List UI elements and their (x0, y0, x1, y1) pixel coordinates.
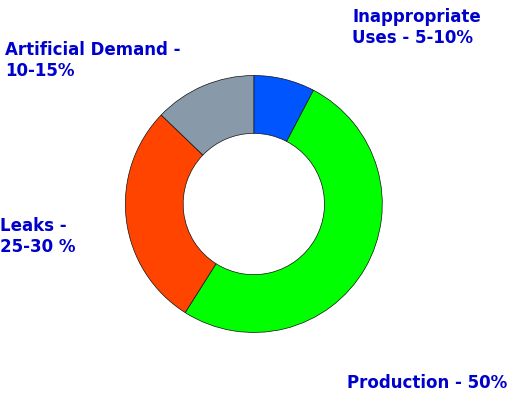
Wedge shape (125, 115, 216, 313)
Text: Leaks -
25-30 %: Leaks - 25-30 % (0, 217, 76, 256)
Text: Artificial Demand -
10-15%: Artificial Demand - 10-15% (5, 41, 181, 80)
Text: Inappropriate
Uses - 5-10%: Inappropriate Uses - 5-10% (352, 8, 481, 47)
Wedge shape (254, 75, 313, 142)
Wedge shape (185, 90, 382, 333)
Text: Production - 50%: Production - 50% (348, 374, 508, 392)
Wedge shape (161, 75, 254, 155)
